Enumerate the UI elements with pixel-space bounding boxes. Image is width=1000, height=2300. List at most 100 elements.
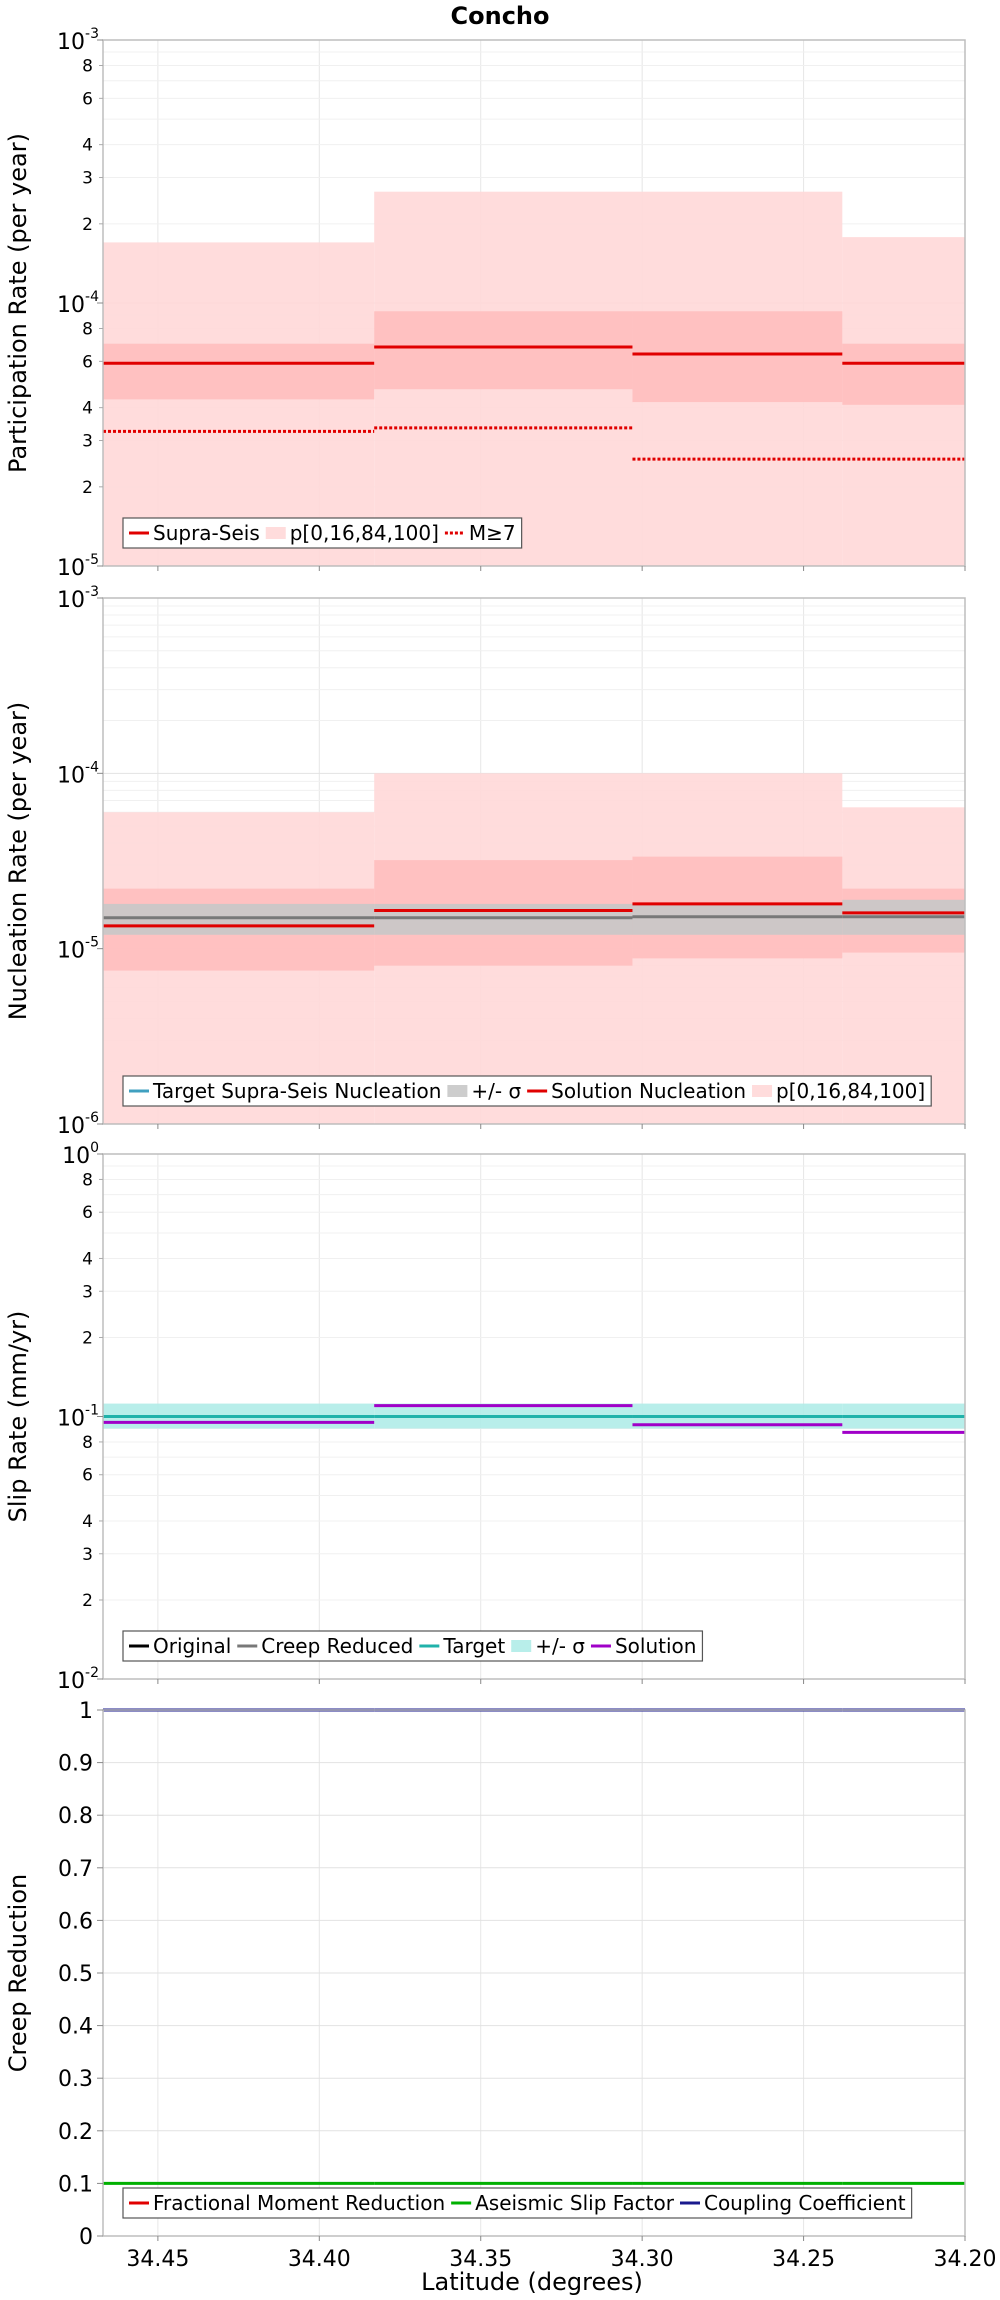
band-segment [374, 903, 633, 935]
legend-label: Target [442, 1634, 505, 1658]
x-tick-label: 34.45 [126, 2247, 189, 2272]
legend-label: Solution [615, 1634, 696, 1658]
legend-item: Creep Reduced [237, 1634, 413, 1658]
legend-swatch [511, 1640, 532, 1652]
y-minor-tick-label: 8 [82, 56, 93, 76]
y-tick-label: 0.1 [58, 2172, 93, 2197]
legend-label: p[0,16,84,100] [776, 1079, 925, 1103]
legend-item: p[0,16,84,100] [265, 521, 439, 545]
legend-item: M≥7 [444, 521, 516, 545]
y-tick-label: 0.7 [58, 1857, 93, 1882]
y-minor-tick-label: 4 [82, 1512, 93, 1532]
plot-frame [102, 597, 966, 1125]
panel-creep: 0 0.1 0.2 0.3 0.4 0.5 0.6 0.7 0.8 0.9 1 Creep Reduc… [4, 1699, 996, 2272]
y-tick-label: 100 [62, 1140, 99, 1169]
y-minor-tick-label: 4 [82, 399, 93, 419]
y-minor-tick-label: 4 [82, 1249, 93, 1269]
x-axis [157, 1679, 966, 1684]
legend-swatch [447, 1085, 468, 1097]
y-tick-label: 0.5 [58, 1962, 93, 1987]
y-tick-label: 0 [79, 2225, 93, 2250]
legend-item: Aseismic Slip Factor [451, 2191, 675, 2215]
y-minor-tick-label: 3 [82, 432, 93, 452]
legend: Supra-Seis p[0,16,84,100] M≥7 [122, 517, 523, 549]
y-minor-tick-label: 8 [82, 1170, 93, 1190]
y-minor-tick-label: 6 [82, 89, 93, 109]
y-axis-label: Participation Rate (per year) [4, 133, 32, 473]
legend-item: Supra-Seis [129, 521, 260, 545]
y-tick-label: 0.4 [58, 2015, 93, 2040]
y-tick-label: 10-5 [57, 552, 99, 581]
legend-item: Fractional Moment Reduction [129, 2191, 445, 2215]
y-axis-label: Creep Reduction [4, 1874, 32, 2072]
y-tick-label: 0.3 [58, 2067, 93, 2092]
x-tick-label: 34.20 [934, 2247, 997, 2272]
y-tick-label: 1 [79, 1699, 93, 1724]
panel-slip: 10-2 10-1 100 2 3 4 6 8 2 3 4 6 8 Slip Rate (mm/yr) Or… [4, 1140, 966, 1694]
series-m-7 [103, 426, 965, 461]
series-supra-seis [103, 345, 965, 365]
legend-item: +/- σ [511, 1634, 585, 1658]
y-tick-label: 10-2 [57, 1665, 99, 1694]
band-segment [103, 343, 375, 400]
legend-swatch [265, 527, 286, 539]
x-axis: 34.45 34.40 34.35 34.30 34.25 34.20 [126, 2236, 996, 2272]
y-tick-label: 0.2 [58, 2120, 93, 2145]
y-axis: 10-5 10-4 10-3 2 3 4 6 8 2 3 4 6 8 [57, 26, 103, 581]
legend: Original Creep Reduced Target +/- σ Solution [122, 1630, 704, 1662]
band-segment [842, 807, 965, 1124]
legend-label: p[0,16,84,100] [290, 521, 439, 545]
band-segment [842, 343, 965, 405]
x-axis [157, 566, 966, 571]
y-minor-tick-label: 3 [82, 1545, 93, 1565]
band-segment [374, 311, 633, 390]
y-tick-label: 10-3 [57, 584, 99, 613]
x-axis [157, 1124, 966, 1129]
legend-swatch [752, 1085, 773, 1097]
band-pink_mid [103, 311, 965, 405]
legend-label: +/- σ [535, 1634, 585, 1658]
legend-item: +/- σ [447, 1079, 521, 1103]
y-axis: 0 0.1 0.2 0.3 0.4 0.5 0.6 0.7 0.8 0.9 1 [58, 1699, 103, 2250]
y-tick-label: 10-6 [57, 1110, 99, 1139]
legend-label: Fractional Moment Reduction [153, 2191, 445, 2215]
y-tick-label: 0.6 [58, 1909, 93, 1934]
band-segment [103, 242, 375, 566]
legend-item: Solution Nucleation [527, 1079, 746, 1103]
legend-item: Coupling Coefficient [679, 2191, 906, 2215]
legend-label: +/- σ [471, 1079, 521, 1103]
y-minor-tick-label: 2 [82, 215, 93, 235]
legend-label: Aseismic Slip Factor [475, 2191, 675, 2215]
y-minor-tick-label: 2 [82, 1591, 93, 1611]
legend-label: Coupling Coefficient [704, 2191, 906, 2215]
y-minor-tick-label: 3 [82, 1282, 93, 1302]
y-minor-tick-label: 3 [82, 169, 93, 189]
legend-label: Solution Nucleation [551, 1079, 746, 1103]
band-segment [103, 903, 375, 935]
chart-title: Concho [451, 2, 550, 30]
legend-item: Target [419, 1634, 505, 1658]
legend-label: Target Supra-Seis Nucleation [152, 1079, 441, 1103]
y-tick-label: 0.9 [58, 1752, 93, 1777]
y-minor-tick-label: 6 [82, 1203, 93, 1223]
series-solution-nucleation [103, 902, 965, 928]
legend-label: Original [153, 1634, 231, 1658]
panel-participation: 10-5 10-4 10-3 2 3 4 6 8 2 3 4 6 8 Participation Rate… [4, 26, 966, 581]
legend-box [122, 1075, 932, 1107]
panels: 10-5 10-4 10-3 2 3 4 6 8 2 3 4 6 8 Participation Rate… [4, 26, 996, 2272]
y-minor-tick-label: 8 [82, 1433, 93, 1453]
y-tick-label: 10-4 [57, 289, 99, 318]
legend-box [122, 2187, 913, 2219]
series-target-supra-seis-nucleation [103, 915, 965, 920]
legend-label: M≥7 [469, 521, 516, 545]
y-axis: 10-2 10-1 100 2 3 4 6 8 2 3 4 6 8 [57, 1140, 103, 1694]
y-axis: 10-6 10-5 10-4 10-3 [57, 584, 103, 1139]
x-tick-label: 34.25 [772, 2247, 835, 2272]
x-axis-label: Latitude (degrees) [421, 2268, 643, 2296]
band-segment [632, 903, 843, 935]
x-tick-label: 34.40 [288, 2247, 351, 2272]
y-minor-tick-label: 2 [82, 478, 93, 498]
y-tick-label: 10-5 [57, 935, 99, 964]
legend-item: Original [129, 1634, 231, 1658]
y-tick-label: 10-4 [57, 759, 99, 788]
